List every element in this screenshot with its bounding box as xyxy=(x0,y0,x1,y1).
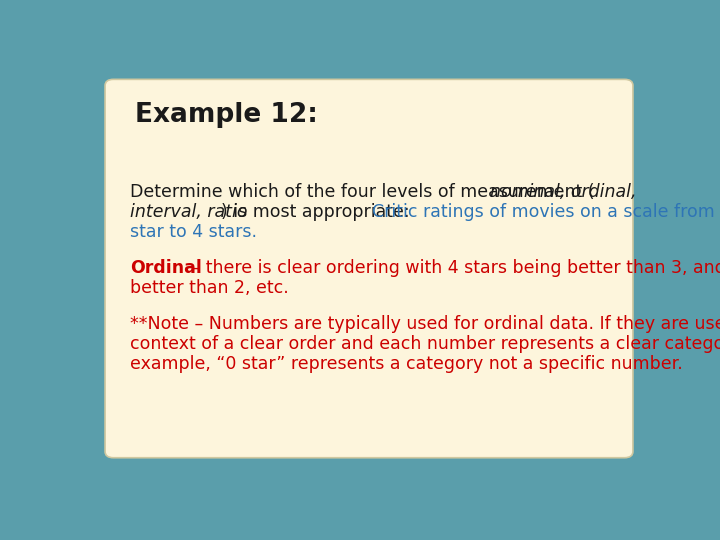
Text: example, “0 star” represents a category not a specific number.: example, “0 star” represents a category … xyxy=(130,355,683,373)
Text: Example 12:: Example 12: xyxy=(135,102,318,128)
Text: Determine which of the four levels of measurement (: Determine which of the four levels of me… xyxy=(130,183,595,201)
Text: **Note – Numbers are typically used for ordinal data. If they are used, it’s in: **Note – Numbers are typically used for … xyxy=(130,315,720,333)
FancyBboxPatch shape xyxy=(105,79,633,458)
Text: Ordinal: Ordinal xyxy=(130,259,202,277)
Text: – there is clear ordering with 4 stars being better than 3, and 3 stars: – there is clear ordering with 4 stars b… xyxy=(186,259,720,277)
Text: nominal, ordinal,: nominal, ordinal, xyxy=(490,183,636,201)
Text: star to 4 stars.: star to 4 stars. xyxy=(130,223,257,241)
Text: Critic ratings of movies on a scale from 0: Critic ratings of movies on a scale from… xyxy=(372,203,720,221)
Text: interval, ratio: interval, ratio xyxy=(130,203,248,221)
Text: better than 2, etc.: better than 2, etc. xyxy=(130,279,289,297)
Text: context of a clear order and each number represents a clear category. In this: context of a clear order and each number… xyxy=(130,335,720,353)
Text: ) is most appropriate:: ) is most appropriate: xyxy=(221,203,415,221)
